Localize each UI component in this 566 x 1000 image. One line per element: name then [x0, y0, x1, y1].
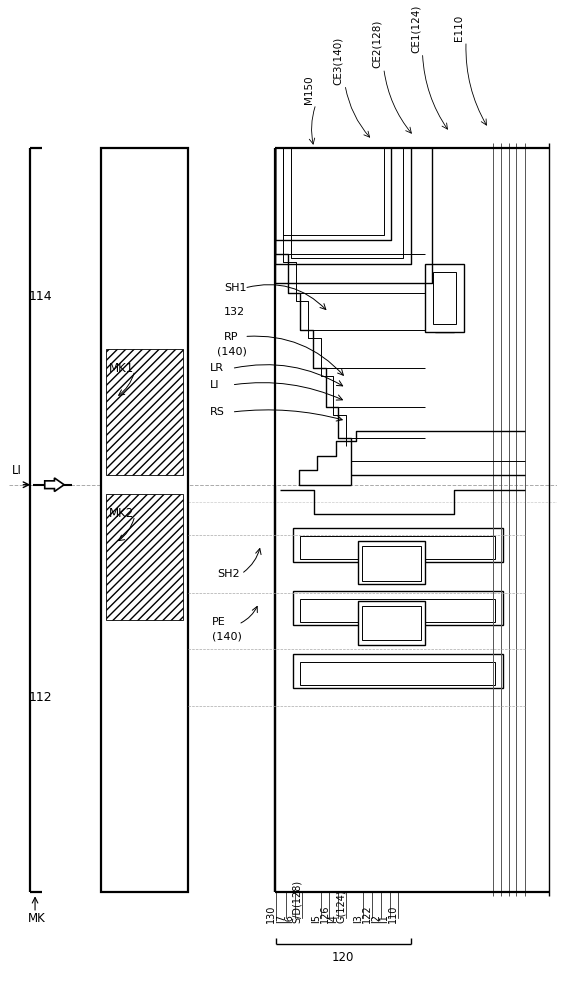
Bar — [426, 264, 464, 332]
Text: E110: E110 — [454, 15, 464, 41]
Text: CE2(128): CE2(128) — [372, 20, 382, 68]
Bar — [358, 541, 426, 584]
Text: 126: 126 — [319, 904, 329, 923]
Text: (140): (140) — [212, 632, 242, 642]
Text: LR: LR — [211, 363, 224, 373]
Text: LI: LI — [12, 464, 22, 477]
Text: 122: 122 — [362, 904, 372, 923]
Text: RP: RP — [224, 332, 238, 342]
Bar — [362, 606, 421, 640]
FancyArrow shape — [45, 478, 64, 492]
Bar — [301, 662, 495, 685]
Bar — [293, 591, 503, 625]
Text: G(124): G(124) — [336, 889, 346, 923]
Text: M150: M150 — [304, 75, 314, 104]
Text: l7: l7 — [276, 914, 286, 923]
Text: 130: 130 — [266, 904, 276, 923]
Text: 114: 114 — [28, 290, 52, 303]
Text: l3: l3 — [353, 914, 363, 923]
Bar — [362, 546, 421, 581]
Text: 110: 110 — [388, 904, 398, 923]
Text: SH1: SH1 — [224, 283, 246, 293]
Bar — [106, 494, 183, 620]
Bar — [433, 272, 456, 324]
Text: SH2: SH2 — [217, 569, 240, 579]
Bar — [301, 536, 495, 559]
Bar — [101, 148, 188, 892]
Text: RS: RS — [211, 407, 225, 417]
Text: l1: l1 — [380, 914, 389, 923]
Bar — [106, 349, 183, 475]
Text: LI: LI — [211, 380, 220, 390]
Text: l6: l6 — [285, 914, 295, 923]
Text: MK1: MK1 — [109, 362, 134, 375]
Bar — [293, 528, 503, 562]
Bar — [358, 601, 426, 645]
Text: S/D(128): S/D(128) — [293, 879, 302, 923]
Text: PE: PE — [212, 617, 226, 627]
Text: MK2: MK2 — [109, 507, 134, 520]
Text: l2: l2 — [371, 914, 381, 923]
Text: CE1(124): CE1(124) — [410, 4, 421, 53]
Bar — [301, 599, 495, 622]
Text: l5: l5 — [311, 914, 321, 923]
Text: 120: 120 — [332, 951, 354, 964]
Text: MK: MK — [28, 912, 46, 925]
Bar — [293, 654, 503, 688]
Bar — [435, 293, 454, 332]
Text: 112: 112 — [28, 691, 52, 704]
Text: (140): (140) — [217, 346, 247, 356]
Text: l4: l4 — [328, 914, 338, 923]
Text: 132: 132 — [224, 307, 245, 317]
Text: CE3(140): CE3(140) — [333, 36, 343, 85]
